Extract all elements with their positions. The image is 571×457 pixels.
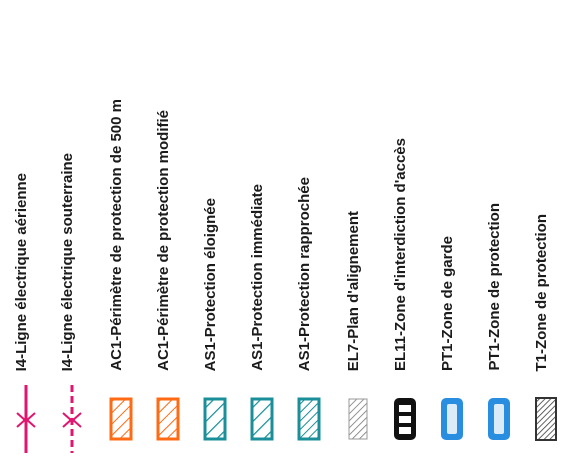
orange-hatched-box-icon — [109, 397, 133, 441]
legend-item-pt1-garde: PT1-Zone de garde — [434, 0, 474, 457]
legend-label: AC1-Périmètre de protection modifié — [155, 110, 172, 371]
legend-item-as1-rapprochee: AS1-Protection rapprochée — [291, 0, 331, 457]
teal-hatched-box-icon — [203, 397, 227, 441]
teal-hatched-box-icon — [250, 397, 274, 441]
legend-label: PT1-Zone de garde — [439, 235, 456, 371]
orange-hatched-box-icon — [156, 397, 180, 441]
legend-item-as1-eloignee: AS1-Protection éloignée — [197, 0, 237, 457]
legend-label: AS1-Protection rapprochée — [296, 176, 313, 371]
legend-label: EL11-Zone d'interdiction d'accès — [392, 137, 409, 371]
gray-hatched-box-icon — [348, 398, 368, 440]
legend-item-ac1-500m: AC1-Périmètre de protection de 500 m — [103, 0, 143, 457]
legend-label: EL7-Plan d'alignement — [345, 210, 362, 371]
legend-label: PT1-Zone de protection — [486, 203, 503, 371]
black-box-white-squares-icon — [394, 398, 416, 440]
legend-item-as1-immediate: AS1-Protection immédiate — [244, 0, 284, 457]
legend-label: T1-Zone de protection — [533, 213, 550, 372]
pink-line-cross-icon — [16, 385, 36, 453]
legend-item-el11: EL11-Zone d'interdiction d'accès — [387, 0, 427, 457]
legend-item-pt1-protection: PT1-Zone de protection — [481, 0, 521, 457]
legend-label: I4-Ligne électrique aérienne — [13, 172, 30, 371]
pink-dashed-line-cross-icon — [62, 385, 82, 453]
legend-item-i4-aerienne: I4-Ligne électrique aérienne — [8, 0, 48, 457]
blue-box-icon — [441, 398, 463, 440]
legend-label: AS1-Protection immédiate — [249, 184, 266, 371]
legend-label: AS1-Protection éloignée — [202, 197, 219, 371]
legend-label: I4-Ligne électrique souterraine — [59, 152, 76, 371]
gray-dense-hatched-box-icon — [535, 397, 557, 441]
blue-box-icon — [488, 398, 510, 440]
legend-item-t1-protection: T1-Zone de protection — [528, 0, 568, 457]
legend-item-i4-souterraine: I4-Ligne électrique souterraine — [54, 0, 94, 457]
legend-label: AC1-Périmètre de protection de 500 m — [108, 99, 125, 371]
legend-item-ac1-modifie: AC1-Périmètre de protection modifié — [150, 0, 190, 457]
legend-item-el7: EL7-Plan d'alignement — [340, 0, 380, 457]
teal-dense-hatched-box-icon — [297, 397, 321, 441]
